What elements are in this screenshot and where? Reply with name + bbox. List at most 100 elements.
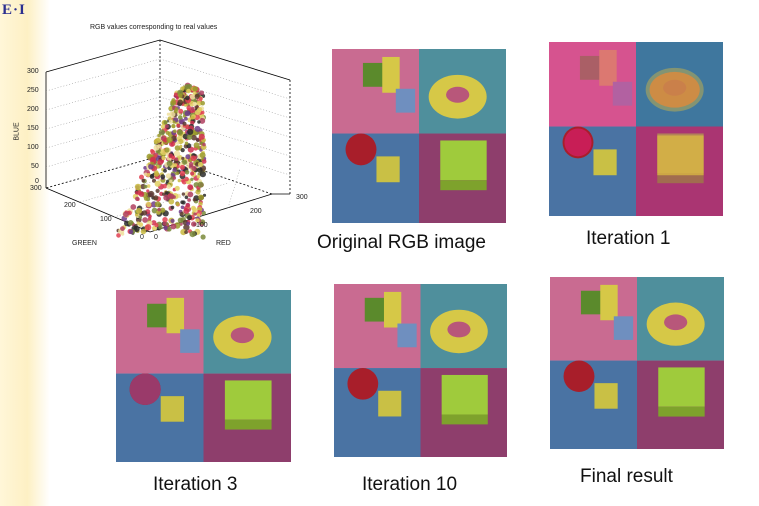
scatter-point	[154, 201, 161, 208]
scatter-point	[176, 123, 181, 128]
scatter-point	[146, 189, 150, 193]
scatter-point	[148, 163, 154, 170]
scatter-point	[166, 136, 173, 143]
z-tick: 200	[27, 106, 39, 113]
scatter-point	[166, 112, 170, 116]
scatter-point	[162, 183, 168, 189]
scatter-point	[140, 228, 147, 235]
scatter-point	[174, 157, 179, 161]
scatter-point	[174, 185, 180, 191]
scatter-point	[184, 83, 191, 90]
iteration-10-image	[334, 284, 507, 457]
green-tick: 300	[30, 185, 42, 192]
scatter-point	[169, 179, 173, 183]
green-tick: 100	[100, 216, 112, 223]
scatter-point	[197, 120, 201, 124]
scatter-point	[191, 165, 197, 171]
scatter-point	[195, 218, 200, 223]
scatter-point	[152, 178, 156, 183]
scatter-point	[157, 207, 161, 212]
scatter-point	[169, 111, 176, 118]
scatter-point	[181, 192, 186, 196]
scatter-point	[136, 221, 141, 225]
scatter-point	[202, 142, 206, 147]
scatter-point	[187, 198, 192, 202]
scatter-point	[166, 184, 172, 189]
scatter-point	[177, 178, 181, 183]
scatter-point	[178, 93, 183, 99]
rgb-scatter-plot: RGB values corresponding to real values	[10, 18, 320, 263]
scatter-point	[177, 99, 184, 106]
scatter-point	[185, 154, 191, 160]
scatter-point	[190, 106, 195, 111]
scatter-point	[150, 161, 154, 165]
original-image	[332, 49, 506, 223]
scatter-point	[141, 178, 146, 183]
scatter-point	[198, 201, 203, 207]
scatter-point	[160, 174, 166, 180]
scatter-point	[144, 224, 152, 231]
scatter-point	[179, 164, 185, 170]
scatter-point	[199, 171, 206, 178]
scatter-point	[198, 194, 204, 201]
scatter-point	[168, 198, 175, 205]
scatter-point	[187, 191, 194, 198]
scatter-point	[173, 129, 177, 133]
plot-title: RGB values corresponding to real values	[90, 24, 218, 31]
scatter-point	[182, 159, 188, 165]
z-axis-label: BLUE	[13, 122, 21, 141]
plot-axes	[45, 39, 291, 240]
scatter-point	[199, 117, 206, 124]
scatter-point	[181, 178, 185, 183]
scatter-point	[190, 177, 194, 181]
scatter-point	[163, 168, 167, 173]
scatter-point	[168, 193, 175, 200]
scatter-point	[197, 181, 204, 188]
scatter-point	[185, 95, 190, 101]
scatter-point	[183, 224, 190, 231]
scatter-point	[146, 201, 152, 208]
z-tick: 50	[31, 163, 39, 170]
scatter-point	[180, 211, 184, 216]
scatter-point	[154, 180, 161, 187]
scatter-point	[184, 230, 189, 235]
scatter-point	[190, 155, 197, 162]
scatter-point	[146, 173, 151, 177]
scatter-point	[172, 168, 177, 173]
scatter-point	[192, 91, 197, 95]
scatter-point	[162, 192, 166, 196]
scatter-point	[130, 204, 137, 210]
scatter-point	[164, 124, 169, 129]
scatter-point	[172, 120, 176, 124]
scatter-point	[200, 110, 205, 115]
scatter-point	[151, 207, 158, 214]
iteration-3-image	[116, 290, 291, 462]
scatter-point	[192, 101, 197, 107]
scatter-point	[184, 141, 189, 146]
scatter-point	[153, 144, 160, 151]
scatter-point	[175, 202, 180, 206]
scatter-point	[184, 169, 190, 175]
caption-original: Original RGB image	[317, 232, 486, 253]
scatter-point	[142, 217, 149, 223]
scatter-point	[202, 193, 207, 197]
scatter-point	[174, 145, 181, 151]
scatter-point	[185, 203, 191, 208]
scatter-point	[200, 234, 206, 240]
scatter-point	[160, 124, 166, 129]
scatter-point	[162, 217, 168, 223]
red-tick: 100	[196, 222, 208, 229]
scatter-point	[184, 195, 189, 200]
scatter-point	[191, 134, 197, 141]
scatter-point	[174, 107, 179, 111]
final-result-image	[550, 277, 724, 449]
scatter-point	[155, 188, 160, 193]
scatter-point	[190, 171, 195, 176]
scatter-point	[178, 115, 183, 120]
scatter-point	[170, 223, 177, 230]
scatter-point	[197, 167, 203, 173]
scatter-point	[168, 119, 173, 124]
scatter-point	[164, 147, 170, 153]
scatter-point	[158, 225, 163, 230]
scatter-point	[180, 148, 185, 153]
